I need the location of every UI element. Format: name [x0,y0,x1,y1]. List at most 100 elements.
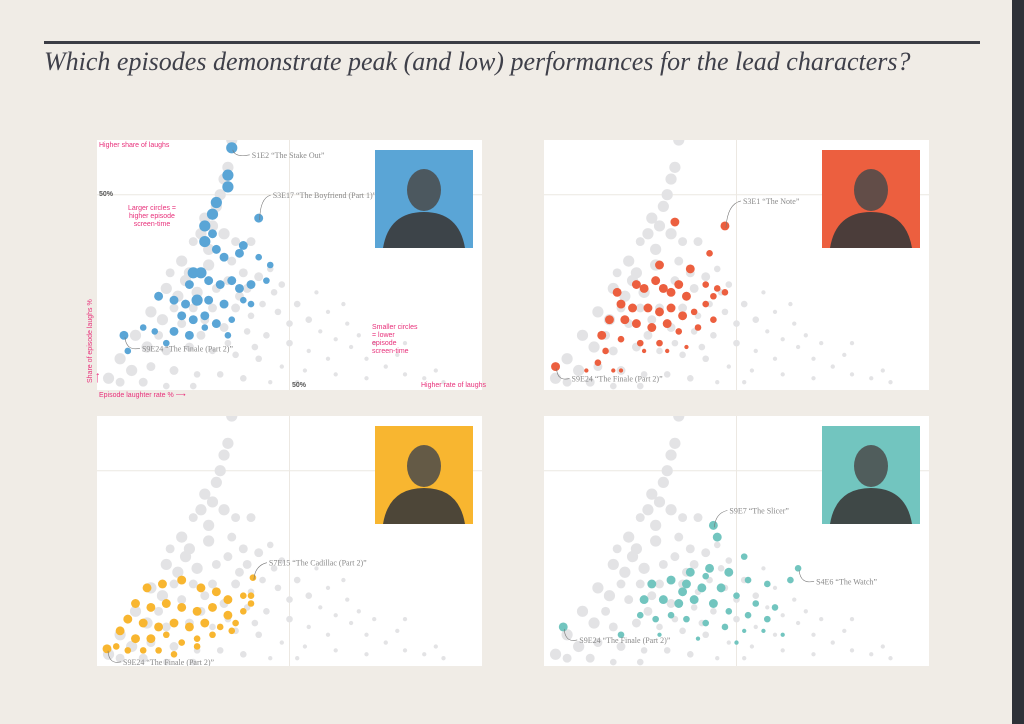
episode-point-grey [295,656,300,661]
episode-point-grey [607,558,619,571]
episode-point-grey [788,301,793,307]
episode-point-grey [395,352,400,357]
episode-point-grey [177,595,187,605]
right-edge-bar [1012,0,1024,724]
episode-point-kramer [740,553,748,560]
episode-point-grey [655,579,664,589]
episode-point-grey [636,382,644,390]
episode-point-grey [218,228,230,240]
episode-point-grey [640,371,648,378]
episode-point-jerry [124,347,132,355]
episode-point-grey [687,374,694,382]
episode-point-grey [165,268,175,278]
episode-point-kramer [617,631,625,639]
episode-point-george [674,280,684,289]
episode-point-kramer [674,599,684,608]
episode-point-jerry [211,319,221,329]
episode-point-grey [193,371,201,378]
smaller-circles-note: Smaller circles = lower episode screen-t… [372,324,418,355]
episode-point-grey [710,608,717,615]
episode-point-elaine [209,631,216,639]
episode-point-kramer [666,575,676,585]
episode-point-grey [206,496,219,508]
episode-point-grey [761,566,766,571]
episode-point-grey [650,535,662,547]
episode-point-jerry [226,142,238,154]
episode-point-grey [669,161,681,173]
episode-point-kramer [702,572,709,580]
panel-jerry: S1E2 “The Stake Out” S3E17 “The Boyfriend… [97,140,482,390]
episode-point-elaine [177,602,187,612]
episode-point-grey [165,544,175,554]
episode-point-grey [665,449,677,461]
episode-point-kramer [780,632,785,637]
episode-point-grey [129,329,142,341]
episode-point-jerry [219,299,229,309]
episode-point-grey [246,513,256,523]
episode-point-jerry [139,324,147,331]
episode-point-george [685,264,695,274]
episode-point-grey [163,382,170,390]
episode-point-jerry [235,283,244,293]
episode-point-grey [678,303,688,313]
episode-point-kramer [787,576,794,584]
episode-point-elaine [138,618,148,628]
episode-point-elaine [240,592,247,599]
episode-point-grey [302,368,308,373]
episode-point-george [594,359,602,366]
episode-point-grey [364,376,369,381]
episode-point-kramer [744,576,752,584]
episode-point-jerry [208,229,217,239]
episode-point-jerry [219,252,229,262]
larger-circles-note: Larger circles = higher episode screen-t… [127,205,177,228]
portrait-silhouette-icon [830,445,912,524]
episode-point-jerry [154,291,164,301]
episode-point-grey [216,647,224,654]
episode-point-grey [274,308,282,316]
episode-point-kramer [697,583,707,593]
episode-point-grey [635,513,645,523]
episode-point-grey [286,339,293,347]
episode-point-grey [749,644,755,649]
episode-point-kramer [678,587,688,597]
annotation-label: S7E15 “The Cadillac (Part 2)” [269,559,367,568]
episode-point-grey [218,449,230,461]
episode-point-grey [562,653,572,663]
episode-point-grey [753,348,758,354]
episode-point-george [631,319,641,329]
episode-point-grey [333,372,338,377]
episode-point-george [631,280,641,289]
episode-point-grey [585,653,595,663]
episode-point-grey [441,380,446,385]
episode-point-grey [657,200,669,213]
episode-point-elaine [247,600,255,607]
episode-point-grey [161,346,171,356]
portrait-silhouette-icon [383,169,465,248]
episode-point-george [620,315,630,325]
episode-point-elaine [232,619,239,627]
episode-point-grey [345,321,350,326]
episode-point-elaine [131,599,140,608]
episode-point-grey [752,592,760,599]
episode-point-grey [670,552,680,562]
episode-point-grey [156,590,169,602]
episode-point-grey [657,476,669,489]
portrait-george [822,150,920,248]
episode-point-grey [318,329,323,334]
episode-point-grey [573,364,585,377]
episode-point-grey [254,548,264,558]
episode-point-george [706,249,713,257]
episode-point-george [713,285,721,292]
episode-point-grey [402,340,408,346]
episode-point-kramer [752,600,760,607]
episode-point-grey [608,622,618,632]
episode-point-george [651,276,661,286]
episode-point-grey [235,567,244,577]
episode-point-grey [616,642,626,651]
scatter-plot: S9E7 “The Slicer” S4E6 “The Watch” S9E24 “… [544,416,929,666]
episode-point-jerry [238,241,248,250]
episode-point-george [675,328,683,335]
episode-point-grey [549,372,562,384]
episode-point-grey [243,328,251,335]
episode-point-jerry [181,299,190,309]
